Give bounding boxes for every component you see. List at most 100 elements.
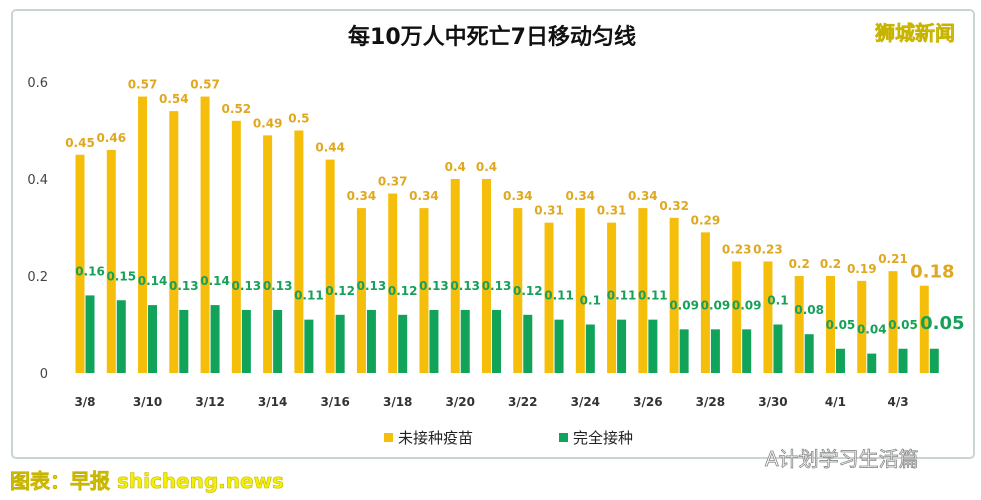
bar-unvaccinated [919,285,929,373]
data-label: 0.11 [294,289,324,303]
data-label: 0.2 [789,257,810,271]
bar-fully-vaccinated [179,309,189,373]
bar-fully-vaccinated [116,300,126,373]
data-label: 0.05 [888,318,918,332]
x-tick-label: 3/22 [508,395,537,409]
data-label: 0.13 [482,279,512,293]
bar-fully-vaccinated [523,314,533,373]
legend: 未接种疫苗 完全接种 [384,429,633,447]
bar-fully-vaccinated [304,319,314,373]
bar-unvaccinated [419,208,429,373]
bar-fully-vaccinated [648,319,658,373]
bar-fully-vaccinated [585,324,595,373]
data-label: 0.13 [419,279,449,293]
bars: 0.45 0.460.570.540.570.520.49 0.50.440.340… [65,78,965,374]
bar-fully-vaccinated [366,309,376,373]
data-label: 0.13 [232,279,262,293]
data-label: 0.13 [169,279,199,293]
data-label: 0.11 [638,289,668,303]
data-label: 0.09 [732,298,762,312]
data-label: 0.37 [378,175,408,189]
data-label: 0.21 [878,252,908,266]
bar-unvaccinated [700,232,710,373]
data-label: 0.13 [357,279,387,293]
bar-unvaccinated [857,280,867,373]
bar-unvaccinated [231,120,241,373]
bar-unvaccinated [200,96,210,374]
bar-unvaccinated [513,208,523,373]
x-tick-label: 3/30 [758,395,787,409]
bar-fully-vaccinated [85,295,95,373]
bar-fully-vaccinated [273,309,283,373]
data-label: 0.11 [544,289,574,303]
legend-label-fully-vaccinated: 完全接种 [573,429,633,447]
x-tick-label: 3/26 [633,395,662,409]
bar-fully-vaccinated [398,314,408,373]
data-label: 0.45 [65,136,95,150]
bar-fully-vaccinated [804,334,814,373]
bar-fully-vaccinated [492,309,502,373]
y-tick-label: 0.4 [27,173,48,188]
bar-fully-vaccinated [429,309,439,373]
data-label: 0.14 [138,274,168,288]
data-label: 0.12 [325,284,355,298]
bar-unvaccinated [388,193,398,373]
bar-unvaccinated [106,149,116,373]
bar-unvaccinated [294,130,304,373]
legend-swatch-fully-vaccinated [559,433,568,442]
bar-unvaccinated [888,271,898,373]
x-tick-label: 4/1 [825,395,846,409]
data-label: 0.49 [253,116,283,130]
data-label: 0.57 [128,78,158,92]
bar-unvaccinated [732,261,742,373]
data-label: 0.05 [920,313,964,334]
chart-title: 每10万人中死亡7日移动匀线 [348,24,636,50]
bar-unvaccinated [138,96,148,374]
x-tick-label: 3/28 [696,395,725,409]
data-label: 0.52 [222,102,252,116]
y-tick-label: 0.6 [27,76,48,91]
data-label: 0.05 [826,318,856,332]
data-label: 0.54 [159,92,189,106]
data-label: 0.13 [450,279,480,293]
data-label: 0.23 [722,242,752,256]
bar-fully-vaccinated [742,329,752,373]
y-axis: 0 0.2 0.4 0.6 [27,76,48,382]
bar-unvaccinated [75,154,85,373]
bar-unvaccinated [794,276,804,373]
data-label: 0.34 [347,189,377,203]
data-label: 0.1 [767,294,788,308]
data-label: 0.34 [503,189,533,203]
bar-fully-vaccinated [773,324,783,373]
bar-fully-vaccinated [335,314,345,373]
watermark-bottom-left: 图表：早报 shicheng.news [10,469,284,493]
data-label: 0.5 [288,112,309,126]
watermark-top-right: 狮城新闻 [875,21,955,45]
bar-unvaccinated [763,261,773,373]
bar-fully-vaccinated [710,329,720,373]
bar-fully-vaccinated [617,319,627,373]
bar-fully-vaccinated [241,309,251,373]
x-tick-label: 4/3 [887,395,908,409]
data-label: 0.57 [190,78,220,92]
y-tick-label: 0 [40,367,48,382]
bar-fully-vaccinated [210,305,220,373]
bar-unvaccinated [450,179,460,373]
x-tick-label: 3/12 [195,395,224,409]
data-label: 0.34 [409,189,439,203]
bar-unvaccinated [356,208,366,373]
bar-unvaccinated [263,135,273,373]
x-tick-label: 3/16 [320,395,349,409]
bar-fully-vaccinated [148,305,158,373]
x-tick-label: 3/18 [383,395,412,409]
data-label: 0.08 [794,303,824,317]
bar-unvaccinated [169,111,179,373]
x-tick-label: 3/24 [571,395,600,409]
bar-fully-vaccinated [460,309,470,373]
bar-unvaccinated [669,217,679,373]
data-label: 0.16 [75,264,105,278]
data-label: 0.1 [580,294,601,308]
watermark-bottom-right: A计划学习生活篇 [765,447,919,471]
data-label: 0.19 [847,262,877,276]
